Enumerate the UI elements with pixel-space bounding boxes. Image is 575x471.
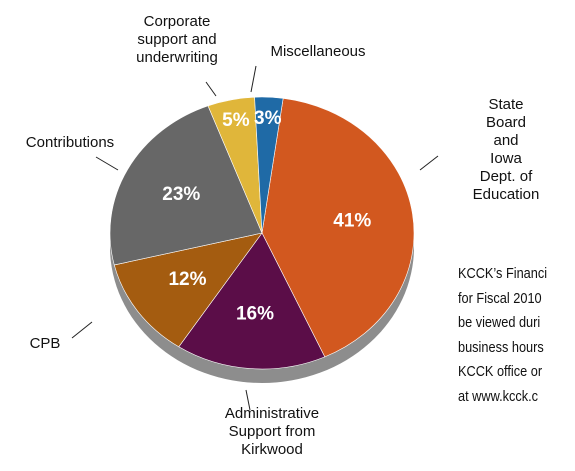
leader-line <box>250 65 257 93</box>
note-line: KCCK office or <box>458 363 543 380</box>
leader-line <box>245 389 251 411</box>
category-label: Contributions <box>25 134 115 151</box>
leader-line <box>95 156 119 171</box>
note: KCCK’s Financi for Fiscal 2010 be viewed d… <box>458 262 547 409</box>
note-line: KCCK’s Financi <box>458 265 548 282</box>
category-label: State Board and Iowa Dept. of Education <box>472 96 540 203</box>
note-line: business hours <box>458 338 544 356</box>
value-label: 41% <box>333 210 371 231</box>
pie-slice <box>178 232 326 370</box>
category-label: Corporate support and underwriting <box>136 13 218 66</box>
note-line: at www.kcck.c <box>458 387 539 405</box>
value-label: 16% <box>236 303 274 324</box>
value-label: 5% <box>222 110 250 131</box>
value-label: 23% <box>162 184 200 205</box>
value-label: 3% <box>254 108 282 129</box>
category-label: CPB <box>29 335 61 352</box>
leader-line <box>419 155 439 171</box>
value-label: 12% <box>168 269 206 290</box>
pie-slice <box>254 96 284 234</box>
note-line: be viewed duri <box>458 314 541 331</box>
leader-line <box>205 81 217 97</box>
note-line: for Fiscal 2010 <box>458 289 542 307</box>
pie-slice <box>261 97 415 358</box>
leader-line <box>71 321 93 339</box>
pie-slice <box>113 232 263 348</box>
category-label: Miscellaneous <box>270 43 366 60</box>
pie-slice <box>109 105 263 266</box>
category-label: Administrative Support from Kirkwood <box>224 405 320 458</box>
